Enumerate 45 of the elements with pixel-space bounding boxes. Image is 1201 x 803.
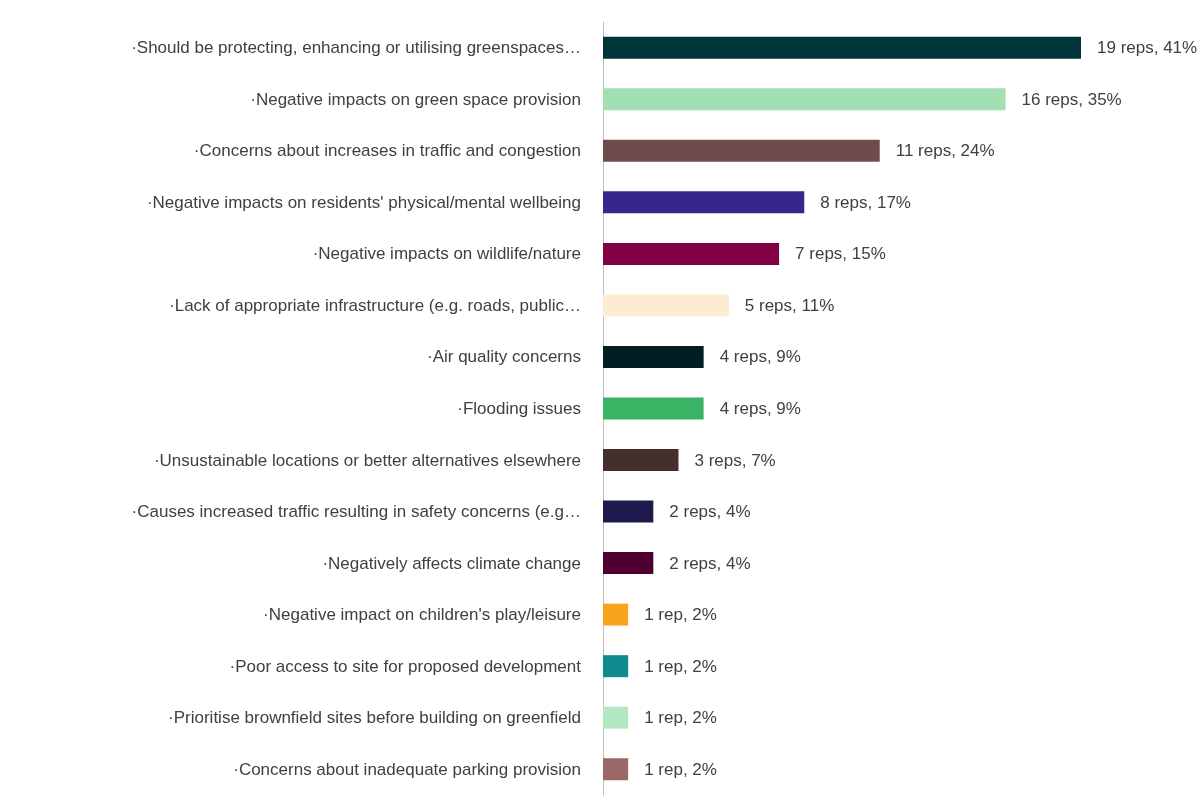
- data-label: 19 reps, 41%: [1097, 38, 1198, 58]
- data-label: 16 reps, 35%: [1021, 89, 1122, 109]
- bar: [603, 397, 704, 420]
- y-tick-label: ·Concerns about inadequate parking provision: [233, 759, 581, 779]
- data-label: 2 reps, 4%: [669, 553, 751, 573]
- y-tick-label: ·Negative impact on children's play/leisure: [263, 605, 581, 625]
- y-tick-label: ·Negative impacts on residents' physical/mental wellbeing: [146, 192, 581, 212]
- y-tick-label: ·Air quality concerns: [426, 347, 581, 367]
- data-label: 5 reps, 11%: [744, 295, 835, 315]
- y-tick-label: ·Unsustainable locations or better alternatives elsewhere: [153, 450, 581, 470]
- bar: [603, 242, 780, 265]
- bar: [603, 139, 880, 162]
- data-label: 4 reps, 9%: [719, 347, 801, 367]
- bar: [603, 758, 629, 781]
- bar: [603, 706, 629, 729]
- data-label: 8 reps, 17%: [820, 192, 911, 212]
- data-label: 1 rep, 2%: [644, 759, 717, 779]
- bar: [603, 500, 654, 523]
- bar: [603, 36, 1081, 59]
- y-tick-label: ·Negatively affects climate change: [322, 553, 581, 573]
- y-tick-label: ·Flooding issues: [457, 399, 581, 418]
- bar: [603, 88, 1006, 111]
- data-label: 7 reps, 15%: [795, 244, 886, 264]
- y-tick-label: ·Lack of appropriate infrastructure (e.g. roads, public…: [169, 295, 581, 315]
- y-tick-label: ·Poor access to site for proposed development: [229, 656, 582, 676]
- bar: [603, 655, 629, 678]
- y-tick-label: ·Prioritise brownfield sites before building on greenfield: [168, 708, 581, 728]
- y-tick-label: ·Causes increased traffic resulting in safety concerns (e.g…: [131, 502, 581, 522]
- bar: [603, 449, 679, 472]
- bar: [603, 345, 704, 368]
- data-label: 4 reps, 9%: [719, 399, 801, 418]
- data-label: 1 rep, 2%: [644, 656, 717, 676]
- bar: [603, 294, 729, 317]
- data-label: 2 reps, 4%: [669, 502, 751, 522]
- data-label: 1 rep, 2%: [644, 605, 717, 625]
- y-tick-label: ·Should be protecting, enhancing or utilising greenspaces…: [131, 38, 581, 58]
- data-label: 1 rep, 2%: [644, 708, 717, 728]
- y-tick-label: ·Concerns about increases in traffic and congestion: [193, 141, 581, 161]
- y-tick-label: ·Negative impacts on green space provision: [250, 89, 581, 109]
- data-label: 11 reps, 24%: [895, 141, 995, 161]
- y-tick-label: ·Negative impacts on wildlife/nature: [312, 244, 581, 264]
- data-label: 3 reps, 7%: [694, 450, 776, 470]
- bar: [603, 552, 654, 575]
- bar: [603, 191, 805, 214]
- bar: [603, 603, 629, 626]
